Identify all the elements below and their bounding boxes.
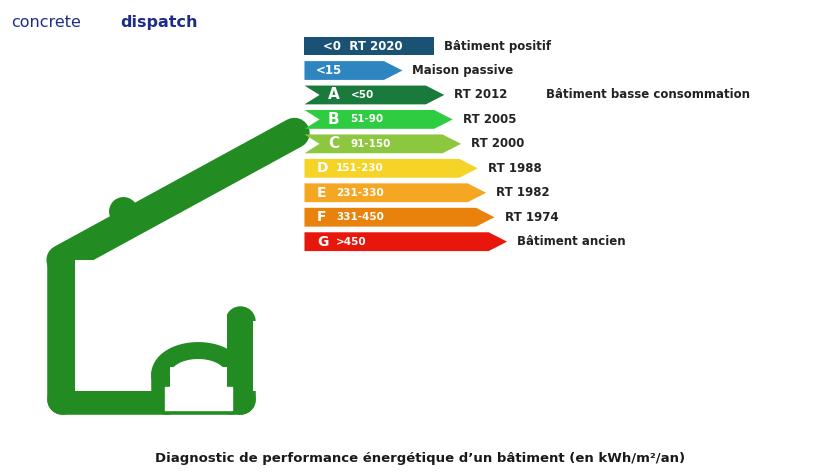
Polygon shape bbox=[304, 61, 402, 80]
Polygon shape bbox=[171, 359, 226, 375]
Text: concrete: concrete bbox=[12, 15, 81, 29]
Text: <0  RT 2020: <0 RT 2020 bbox=[323, 40, 402, 53]
Polygon shape bbox=[304, 159, 478, 178]
Polygon shape bbox=[304, 86, 444, 105]
Text: <15: <15 bbox=[316, 64, 343, 77]
Text: RT 2000: RT 2000 bbox=[471, 137, 524, 150]
Text: E: E bbox=[317, 186, 327, 200]
Text: RT 1974: RT 1974 bbox=[505, 210, 559, 224]
Text: 231-330: 231-330 bbox=[336, 188, 384, 198]
Text: C: C bbox=[328, 136, 339, 151]
Text: Maison passive: Maison passive bbox=[412, 64, 514, 77]
Text: RT 1988: RT 1988 bbox=[488, 162, 542, 175]
Text: >450: >450 bbox=[336, 236, 367, 247]
Text: Diagnostic de performance énergétique d’un bâtiment (en kWh/m²/an): Diagnostic de performance énergétique d’… bbox=[155, 452, 685, 465]
Text: 51-90: 51-90 bbox=[350, 114, 384, 124]
Text: Bâtiment positif: Bâtiment positif bbox=[444, 40, 551, 53]
FancyBboxPatch shape bbox=[75, 260, 227, 391]
Text: F: F bbox=[317, 210, 327, 224]
Text: G: G bbox=[317, 235, 328, 249]
FancyBboxPatch shape bbox=[170, 367, 227, 411]
Text: RT 2005: RT 2005 bbox=[463, 113, 517, 126]
Text: A: A bbox=[328, 88, 339, 103]
Text: 151-230: 151-230 bbox=[336, 163, 384, 173]
Text: RT 1982: RT 1982 bbox=[496, 186, 550, 199]
Text: dispatch: dispatch bbox=[120, 15, 197, 29]
Text: 331-450: 331-450 bbox=[336, 212, 384, 222]
Polygon shape bbox=[304, 134, 461, 153]
Polygon shape bbox=[304, 208, 495, 227]
Text: Bâtiment basse consommation: Bâtiment basse consommation bbox=[547, 88, 750, 102]
Polygon shape bbox=[304, 110, 453, 129]
Text: D: D bbox=[317, 161, 328, 175]
FancyBboxPatch shape bbox=[304, 36, 434, 55]
Text: 91-150: 91-150 bbox=[350, 139, 391, 149]
Text: Bâtiment ancien: Bâtiment ancien bbox=[517, 235, 626, 248]
FancyBboxPatch shape bbox=[254, 321, 295, 391]
Polygon shape bbox=[304, 184, 486, 202]
Text: <50: <50 bbox=[350, 90, 374, 100]
Polygon shape bbox=[304, 232, 507, 251]
Text: B: B bbox=[328, 112, 339, 127]
Text: RT 2012: RT 2012 bbox=[454, 88, 507, 102]
